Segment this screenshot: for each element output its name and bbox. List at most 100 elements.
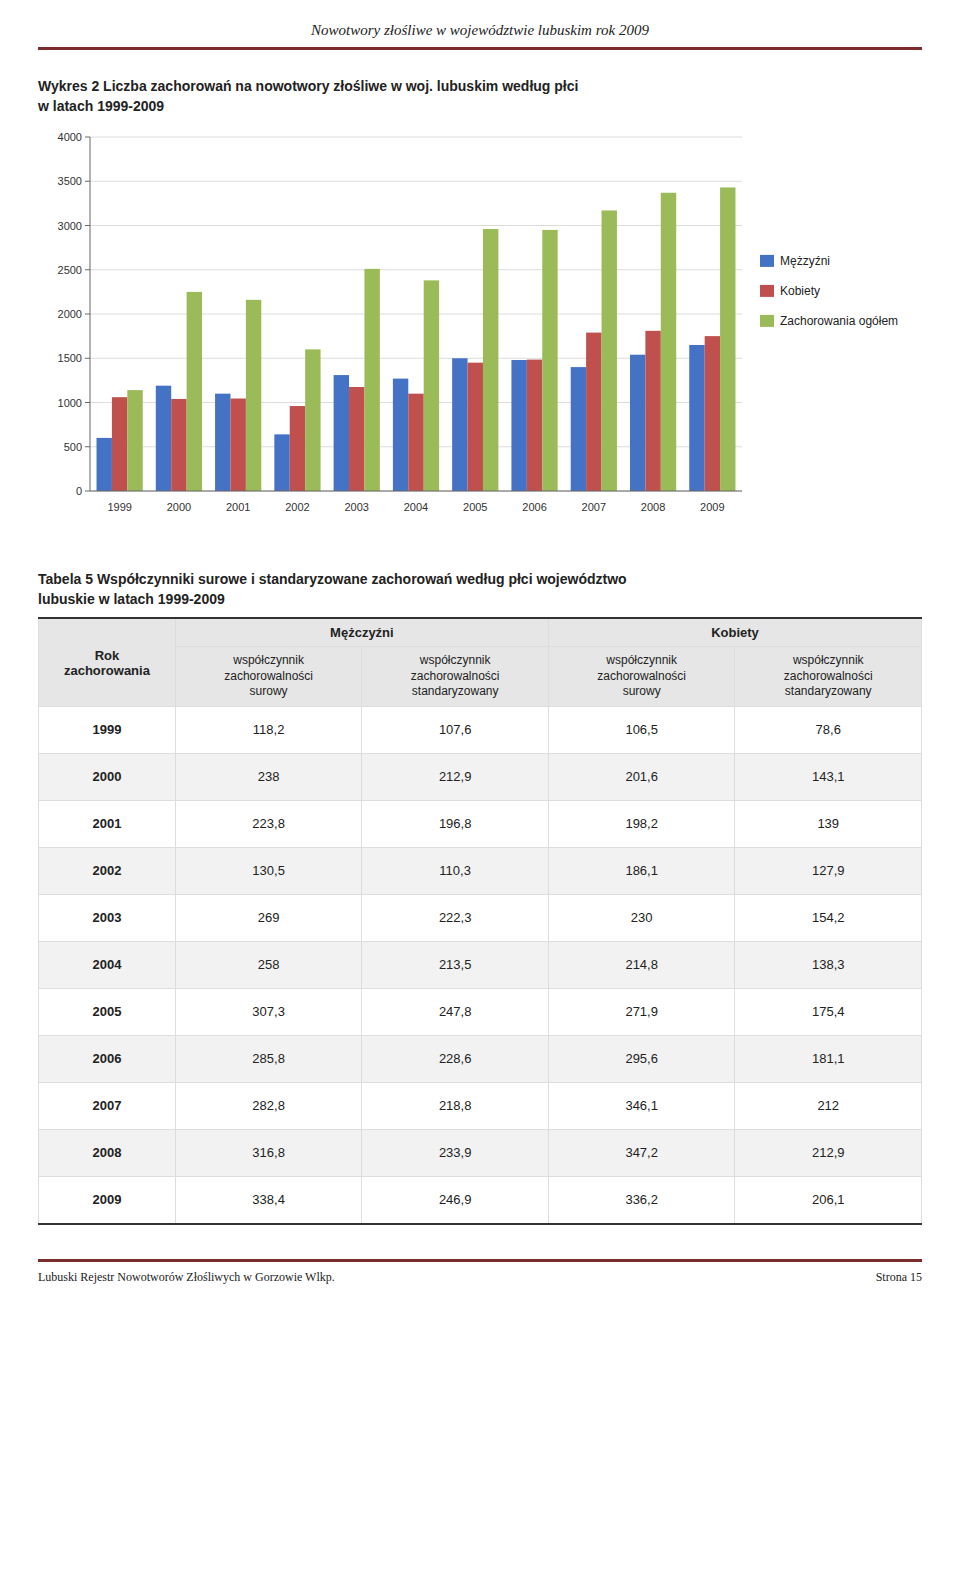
value-cell: 201,6 bbox=[548, 753, 735, 800]
year-cell: 2002 bbox=[39, 847, 176, 894]
y-tick-label: 3500 bbox=[58, 175, 82, 187]
bar bbox=[527, 359, 542, 490]
bar bbox=[645, 330, 660, 490]
bar bbox=[408, 393, 423, 490]
value-cell: 271,9 bbox=[548, 988, 735, 1035]
table-row: 2000238212,9201,6143,1 bbox=[39, 753, 922, 800]
value-cell: 212,9 bbox=[362, 753, 549, 800]
value-cell: 338,4 bbox=[175, 1176, 362, 1224]
chart-holder: 0500100015002000250030003500400019992000… bbox=[38, 125, 922, 529]
value-cell: 143,1 bbox=[735, 753, 922, 800]
x-axis: 1999200020012002200320042005200620072008… bbox=[90, 137, 742, 513]
year-cell: 2009 bbox=[39, 1176, 176, 1224]
value-cell: 316,8 bbox=[175, 1129, 362, 1176]
value-cell: 154,2 bbox=[735, 894, 922, 941]
y-tick-label: 1000 bbox=[58, 396, 82, 408]
value-cell: 213,5 bbox=[362, 941, 549, 988]
y-tick-label: 0 bbox=[76, 485, 82, 497]
year-cell: 2005 bbox=[39, 988, 176, 1035]
y-tick bbox=[85, 225, 90, 226]
legend-swatch bbox=[760, 254, 774, 266]
y-tick-label: 2500 bbox=[58, 263, 82, 275]
value-cell: 223,8 bbox=[175, 800, 362, 847]
bar bbox=[689, 345, 704, 491]
grid-line bbox=[90, 490, 742, 491]
bar bbox=[334, 375, 349, 491]
sub-header-cell: współczynnik zachorowalności standaryzow… bbox=[735, 647, 922, 707]
footer-left: Lubuski Rejestr Nowotworów Złośliwych w … bbox=[38, 1270, 335, 1285]
y-tick bbox=[85, 446, 90, 447]
bar bbox=[393, 378, 408, 490]
footer: Lubuski Rejestr Nowotworów Złośliwych w … bbox=[38, 1259, 922, 1285]
bar bbox=[215, 393, 230, 490]
x-tick-label: 2008 bbox=[641, 501, 665, 513]
legend-swatch bbox=[760, 314, 774, 326]
legend-swatch bbox=[760, 284, 774, 296]
bar bbox=[112, 397, 127, 491]
table-row: 2007282,8218,8346,1212 bbox=[39, 1082, 922, 1129]
value-cell: 212,9 bbox=[735, 1129, 922, 1176]
bar bbox=[571, 367, 586, 491]
bar bbox=[630, 354, 645, 490]
value-cell: 238 bbox=[175, 753, 362, 800]
value-cell: 246,9 bbox=[362, 1176, 549, 1224]
legend: MężzyźniKobietyZachorowania ogółem bbox=[760, 253, 898, 327]
group-header-cell: Mężczyźni bbox=[175, 618, 548, 647]
bar bbox=[97, 437, 112, 490]
table-row: 2001223,8196,8198,2139 bbox=[39, 800, 922, 847]
y-tick-label: 500 bbox=[64, 440, 82, 452]
grid-line bbox=[90, 225, 742, 226]
bar bbox=[542, 230, 557, 491]
x-tick-label: 2000 bbox=[167, 501, 191, 513]
year-cell: 2001 bbox=[39, 800, 176, 847]
y-tick-label: 2000 bbox=[58, 308, 82, 320]
table-holder: Rok zachorowaniaMężczyźniKobietywspółczy… bbox=[38, 617, 922, 1225]
bar bbox=[586, 332, 601, 490]
y-tick-label: 1500 bbox=[58, 352, 82, 364]
y-tick bbox=[85, 180, 90, 181]
table-row: 2004258213,5214,8138,3 bbox=[39, 941, 922, 988]
value-cell: 139 bbox=[735, 800, 922, 847]
grid-line bbox=[90, 136, 742, 137]
bar bbox=[364, 268, 379, 490]
value-cell: 196,8 bbox=[362, 800, 549, 847]
x-tick-label: 2003 bbox=[344, 501, 368, 513]
value-cell: 198,2 bbox=[548, 800, 735, 847]
legend-label: Mężzyźni bbox=[780, 253, 830, 267]
y-tick bbox=[85, 136, 90, 137]
x-tick-label: 2005 bbox=[463, 501, 487, 513]
y-axis: 05001000150020002500300035004000 bbox=[58, 131, 742, 497]
group-header-row: Rok zachorowaniaMężczyźniKobiety bbox=[39, 618, 922, 647]
value-cell: 269 bbox=[175, 894, 362, 941]
table-body: 1999118,2107,6106,578,62000238212,9201,6… bbox=[39, 706, 922, 1224]
table-title: Tabela 5 Współczynniki surowe i standary… bbox=[38, 569, 922, 610]
bar bbox=[156, 385, 171, 490]
table-row: 2005307,3247,8271,9175,4 bbox=[39, 988, 922, 1035]
value-cell: 78,6 bbox=[735, 706, 922, 753]
value-cell: 247,8 bbox=[362, 988, 549, 1035]
x-tick-label: 2007 bbox=[582, 501, 606, 513]
table-row: 1999118,2107,6106,578,6 bbox=[39, 706, 922, 753]
year-cell: 2007 bbox=[39, 1082, 176, 1129]
x-tick-label: 1999 bbox=[107, 501, 131, 513]
chart-title: Wykres 2 Liczba zachorowań na nowotwory … bbox=[38, 76, 922, 117]
grid-line bbox=[90, 269, 742, 270]
y-tick bbox=[85, 490, 90, 491]
group-header-cell: Kobiety bbox=[548, 618, 921, 647]
bar bbox=[705, 336, 720, 491]
bar bbox=[349, 387, 364, 491]
value-cell: 106,5 bbox=[548, 706, 735, 753]
year-cell: 1999 bbox=[39, 706, 176, 753]
bar bbox=[290, 406, 305, 491]
y-tick bbox=[85, 357, 90, 358]
value-cell: 186,1 bbox=[548, 847, 735, 894]
value-cell: 233,9 bbox=[362, 1129, 549, 1176]
bar bbox=[171, 399, 186, 491]
y-tick bbox=[85, 313, 90, 314]
chart-svg: 0500100015002000250030003500400019992000… bbox=[38, 125, 922, 525]
table-row: 2009338,4246,9336,2206,1 bbox=[39, 1176, 922, 1224]
bar bbox=[483, 229, 498, 491]
year-cell: 2003 bbox=[39, 894, 176, 941]
bar bbox=[127, 390, 142, 491]
value-cell: 212 bbox=[735, 1082, 922, 1129]
